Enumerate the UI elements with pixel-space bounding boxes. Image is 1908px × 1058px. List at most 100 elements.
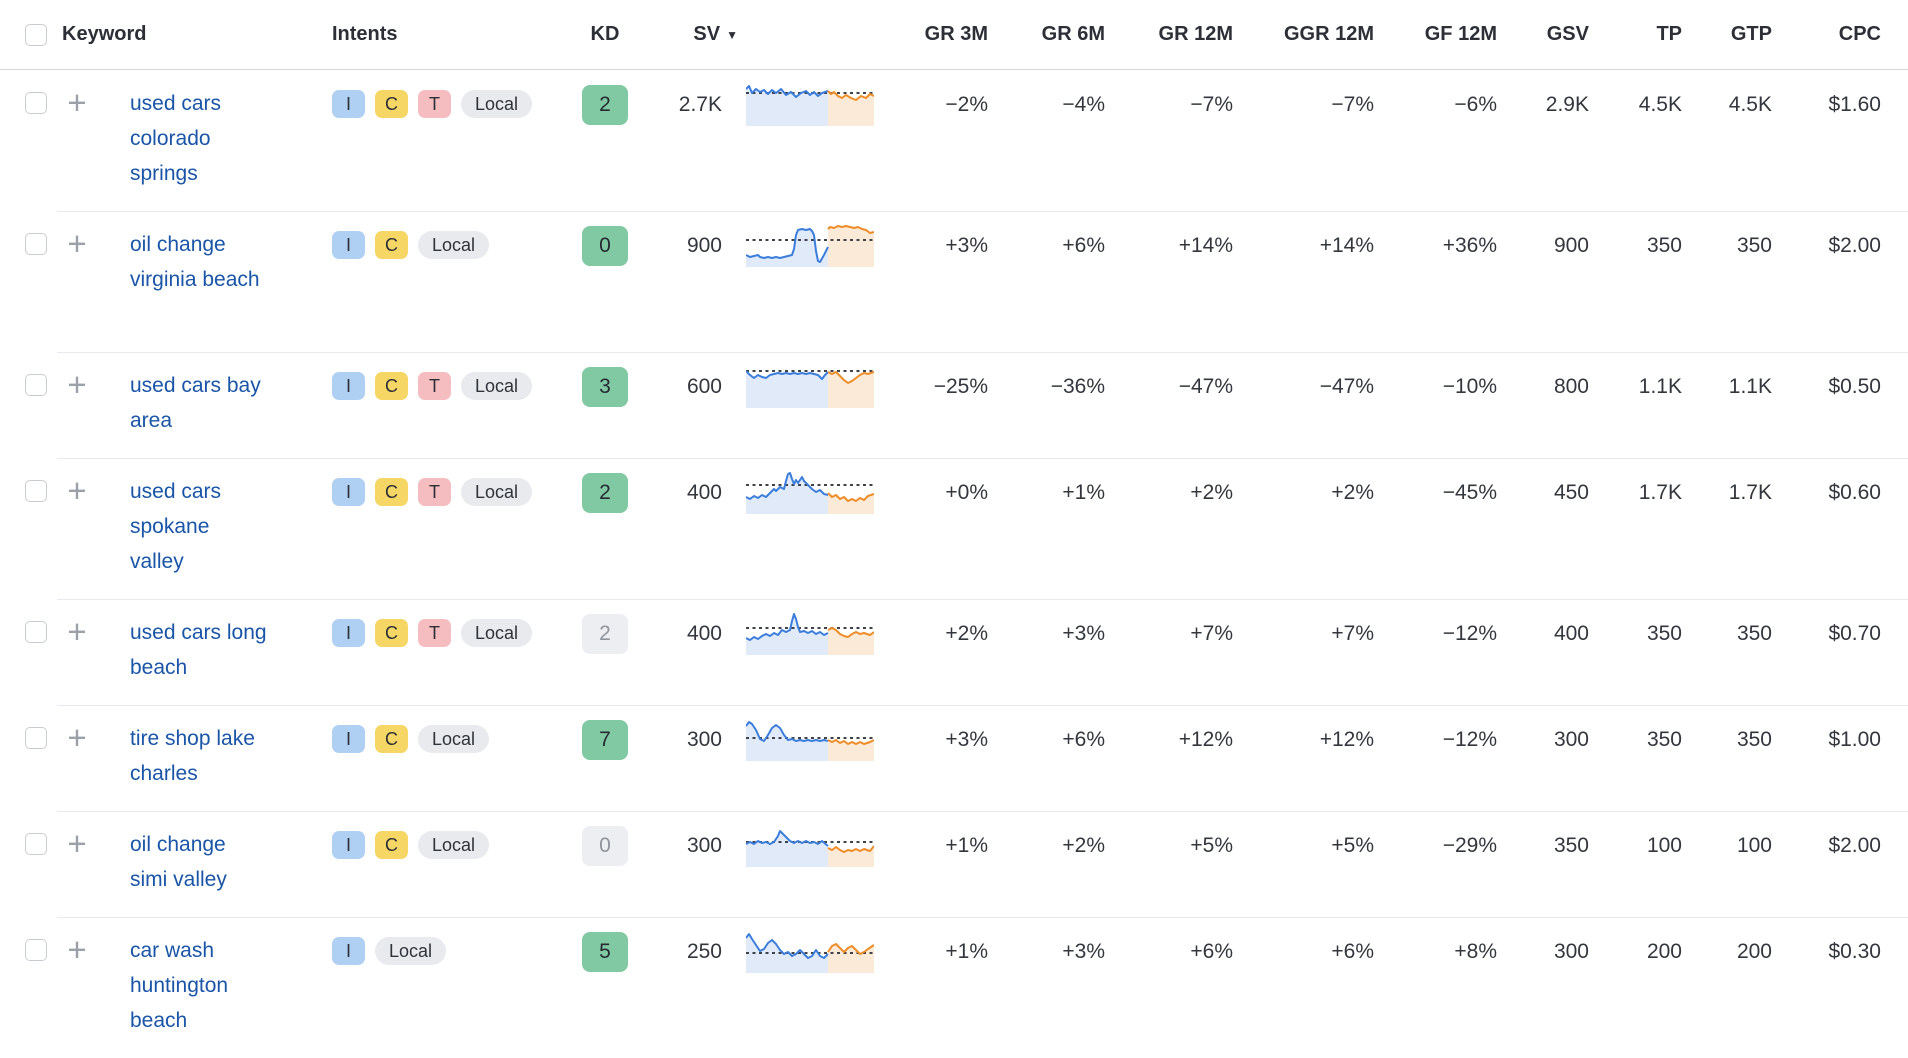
row-checkbox-cell xyxy=(0,352,57,396)
col-header-gr3m[interactable]: GR 3M xyxy=(924,23,988,45)
keyword-link[interactable]: oil change virginia beach xyxy=(130,233,260,291)
col-header-gf12m[interactable]: GF 12M xyxy=(1424,23,1497,45)
kd-cell: 2 xyxy=(570,458,640,513)
search-volume-value: 300 xyxy=(686,834,722,857)
search-volume-value: 400 xyxy=(686,622,722,645)
gsv-value: 900 xyxy=(1553,234,1589,257)
add-keyword-button[interactable]: + xyxy=(64,368,90,401)
add-keyword-button[interactable]: + xyxy=(64,933,90,966)
keyword-link[interactable]: oil change simi valley xyxy=(130,833,227,891)
gf12m-value: −10% xyxy=(1442,375,1497,398)
row-checkbox[interactable] xyxy=(25,233,47,255)
gr6m-value: +3% xyxy=(1062,940,1105,963)
add-keyword-button[interactable]: + xyxy=(64,227,90,260)
trend-cell xyxy=(726,70,890,126)
gsv-value: 450 xyxy=(1553,481,1589,504)
col-header-trend-spacer xyxy=(726,30,890,40)
gtp-value: 200 xyxy=(1736,940,1772,963)
ggr12m-value: +14% xyxy=(1319,234,1374,257)
col-header-keyword[interactable]: Keyword xyxy=(62,23,147,45)
col-header-gr6m[interactable]: GR 6M xyxy=(1041,23,1105,45)
keyword-link[interactable]: car wash huntington beach xyxy=(130,939,229,1032)
add-keyword-button[interactable]: + xyxy=(64,615,90,648)
row-checkbox[interactable] xyxy=(25,727,47,749)
intent-badge-t: T xyxy=(418,372,451,400)
table-row: + used cars long beach I C T Local 2 400 +2… xyxy=(0,599,1908,705)
kd-cell: 2 xyxy=(570,70,640,125)
gr12m-value: +7% xyxy=(1190,622,1233,645)
trend-cell xyxy=(726,917,890,973)
col-header-gsv[interactable]: GSV xyxy=(1546,23,1589,45)
ggr12m-value: −47% xyxy=(1319,375,1374,398)
tp-value: 1.7K xyxy=(1638,481,1682,504)
keyword-link[interactable]: used cars bay area xyxy=(130,374,261,432)
tp-value: 100 xyxy=(1646,834,1682,857)
col-header-gr12m[interactable]: GR 12M xyxy=(1158,23,1233,45)
row-checkbox-cell xyxy=(0,211,57,255)
sv-trend-sparkline xyxy=(746,80,890,126)
row-checkbox-cell xyxy=(0,70,57,114)
kd-badge: 7 xyxy=(582,720,628,760)
row-checkbox[interactable] xyxy=(25,939,47,961)
keyword-link[interactable]: used cars spokane valley xyxy=(130,480,222,573)
ggr12m-value: +2% xyxy=(1331,481,1374,504)
row-checkbox[interactable] xyxy=(25,92,47,114)
gsv-value: 350 xyxy=(1553,834,1589,857)
row-checkbox-cell xyxy=(0,705,57,749)
sv-trend-sparkline xyxy=(746,468,890,514)
add-keyword-cell: + xyxy=(57,70,100,119)
keyword-link[interactable]: used cars colorado springs xyxy=(130,92,222,185)
kd-badge: 2 xyxy=(582,614,628,654)
keyword-cell: tire shop lake charles xyxy=(100,705,330,791)
gr12m-value: +5% xyxy=(1190,834,1233,857)
gtp-value: 1.7K xyxy=(1728,481,1772,504)
intent-badge-i: I xyxy=(332,619,365,647)
row-checkbox[interactable] xyxy=(25,374,47,396)
row-checkbox[interactable] xyxy=(25,833,47,855)
add-keyword-button[interactable]: + xyxy=(64,721,90,754)
table-header-row: Keyword Intents KD SV ▼ GR 3M GR 6M GR 1… xyxy=(0,0,1908,70)
row-checkbox[interactable] xyxy=(25,480,47,502)
col-header-kd[interactable]: KD xyxy=(590,23,620,45)
add-keyword-cell: + xyxy=(57,811,100,860)
gf12m-value: −12% xyxy=(1442,622,1497,645)
local-badge: Local xyxy=(418,231,490,259)
intents-cell: I Local xyxy=(330,917,570,965)
kd-badge: 5 xyxy=(582,932,628,972)
table-row: + oil change simi valley I C Local 0 300 +… xyxy=(0,811,1908,917)
tp-value: 350 xyxy=(1646,622,1682,645)
add-keyword-cell: + xyxy=(57,352,100,401)
add-keyword-button[interactable]: + xyxy=(64,86,90,119)
keyword-table-body: + used cars colorado springs I C T Local 2 … xyxy=(0,70,1908,1058)
tp-value: 1.1K xyxy=(1638,375,1682,398)
sort-desc-icon: ▼ xyxy=(726,27,738,42)
select-all-checkbox[interactable] xyxy=(25,23,47,46)
col-header-ggr12m[interactable]: GGR 12M xyxy=(1283,23,1374,45)
gsv-value: 2.9K xyxy=(1545,93,1589,116)
col-header-intents[interactable]: Intents xyxy=(332,23,398,45)
col-header-sv[interactable]: SV ▼ xyxy=(640,23,738,46)
col-header-cpc[interactable]: CPC xyxy=(1838,23,1881,45)
header-checkbox-cell xyxy=(0,23,57,46)
intent-badge-c: C xyxy=(375,478,408,506)
row-checkbox[interactable] xyxy=(25,621,47,643)
intent-badge-t: T xyxy=(418,619,451,647)
search-volume-value: 400 xyxy=(686,481,722,504)
tp-value: 350 xyxy=(1646,234,1682,257)
col-header-tp[interactable]: TP xyxy=(1656,23,1682,45)
row-checkbox-cell xyxy=(0,917,57,961)
ggr12m-value: −7% xyxy=(1331,93,1374,116)
trend-cell xyxy=(726,599,890,655)
gr12m-value: +14% xyxy=(1178,234,1233,257)
intents-cell: I C Local xyxy=(330,211,570,259)
intents-cell: I C Local xyxy=(330,705,570,753)
keyword-link[interactable]: used cars long beach xyxy=(130,621,267,679)
table-row: + tire shop lake charles I C Local 7 300 +… xyxy=(0,705,1908,811)
add-keyword-button[interactable]: + xyxy=(64,474,90,507)
tp-value: 200 xyxy=(1646,940,1682,963)
gf12m-value: +8% xyxy=(1454,940,1497,963)
col-header-gtp[interactable]: GTP xyxy=(1730,23,1772,45)
gr3m-value: +1% xyxy=(945,834,988,857)
keyword-link[interactable]: tire shop lake charles xyxy=(130,727,255,785)
add-keyword-button[interactable]: + xyxy=(64,827,90,860)
